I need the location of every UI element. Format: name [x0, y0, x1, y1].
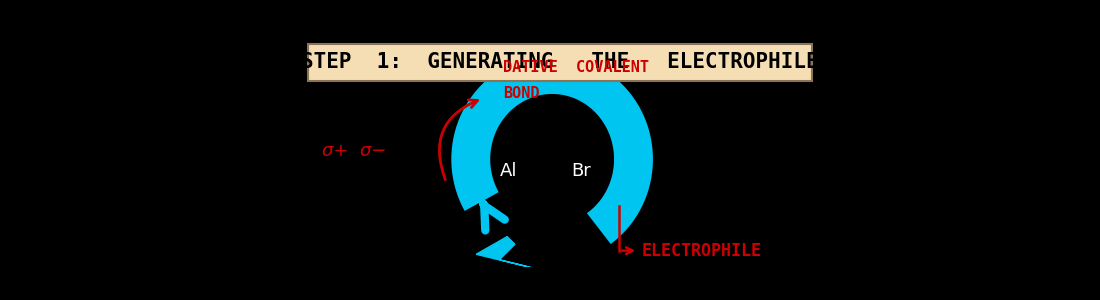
- Text: Al: Al: [499, 162, 517, 180]
- Text: BOND: BOND: [504, 86, 540, 101]
- Text: Br: Br: [572, 162, 592, 180]
- FancyBboxPatch shape: [308, 44, 812, 81]
- Text: σ+  σ−: σ+ σ−: [322, 142, 387, 160]
- Polygon shape: [476, 237, 530, 267]
- Text: ELECTROPHILE: ELECTROPHILE: [642, 242, 762, 260]
- Text: DATIVE  COVALENT: DATIVE COVALENT: [504, 60, 649, 75]
- Text: STEP  1:  GENERATING   THE   ELECTROPHILE: STEP 1: GENERATING THE ELECTROPHILE: [301, 52, 818, 72]
